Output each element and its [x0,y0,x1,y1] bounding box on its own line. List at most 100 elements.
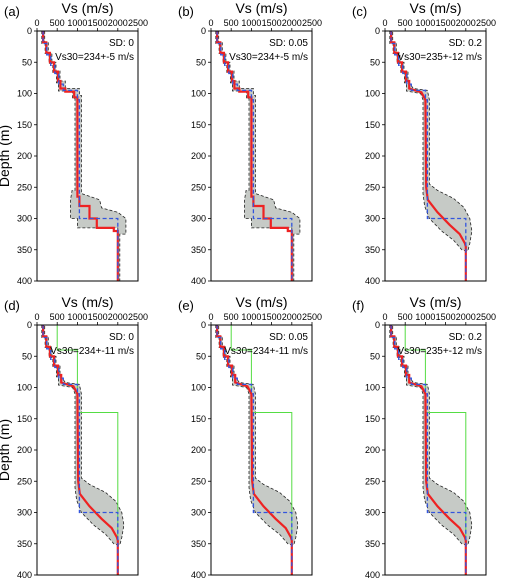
y-tick-label: 150 [17,120,32,130]
y-tick-label: 50 [370,57,380,67]
y-tick-label: 250 [191,182,206,192]
x-tick-label: 1000 [241,312,261,322]
x-axis-title: Vs (m/s) [61,294,113,310]
y-tick-label: 0 [27,320,32,330]
sd-annotation: SD: 0 [109,332,134,343]
x-tick-label: 0 [208,18,213,28]
x-tick-label: 2500 [128,312,148,322]
y-tick-label: 150 [17,414,32,424]
x-tick-label: 1000 [241,18,261,28]
x-tick-label: 1000 [415,18,435,28]
x-axis-title: Vs (m/s) [61,0,113,16]
x-tick-label: 2000 [282,18,302,28]
axes-frame [36,30,139,282]
x-tick-label: 500 [398,312,413,322]
panel-e: 0 500 1000 1500 2000 2500 0 50 100 150 200 250 300 35… [178,294,322,580]
panel-a: 0 500 1000 1500 2000 2500 0 50 100 150 200 250 300 35… [0,0,148,286]
x-tick-label: 2000 [282,312,302,322]
y-tick-label: 400 [191,570,206,580]
y-tick-label: 300 [365,214,380,224]
x-tick-label: 500 [398,18,413,28]
x-tick-label: 500 [50,18,65,28]
vs30-annotation: Vs30=234+-5 m/s [229,52,308,63]
x-axis-title: Vs (m/s) [235,0,287,16]
y-tick-label: 0 [375,26,380,36]
x-tick-label: 2500 [302,312,322,322]
x-tick-label: 500 [50,312,65,322]
y-tick-label: 300 [191,508,206,518]
y-tick-label: 0 [201,26,206,36]
panel-label: (e) [178,298,194,313]
x-tick-label: 0 [382,312,387,322]
x-tick-label: 1500 [88,312,108,322]
x-tick-label: 1500 [262,312,282,322]
y-tick-label: 300 [17,508,32,518]
x-axis-title: Vs (m/s) [409,294,461,310]
vs30-annotation: Vs30=235+-12 m/s [398,346,483,357]
y-tick-label: 350 [17,539,32,549]
true-model-line [216,31,293,281]
true-model-line [42,325,119,575]
sd-annotation: SD: 0.2 [449,332,483,343]
sd-annotation: SD: 0.2 [449,38,483,49]
y-tick-label: 350 [365,245,380,255]
y-tick-label: 400 [365,276,380,286]
panel-c: 0 500 1000 1500 2000 2500 0 50 100 150 200 250 300 35… [352,0,496,286]
y-tick-label: 350 [365,539,380,549]
y-tick-label: 200 [17,151,32,161]
panel-f: 0 500 1000 1500 2000 2500 0 50 100 150 200 250 300 35… [352,294,496,580]
x-tick-label: 2000 [108,312,128,322]
x-tick-label: 0 [34,312,39,322]
y-tick-label: 350 [191,539,206,549]
true-model-line [216,325,293,575]
x-tick-label: 1500 [262,18,282,28]
y-tick-label: 150 [365,120,380,130]
y-tick-label: 100 [365,89,380,99]
y-tick-label: 250 [191,476,206,486]
y-tick-label: 250 [17,476,32,486]
y-tick-label: 0 [27,26,32,36]
y-tick-label: 350 [191,245,206,255]
x-tick-label: 2500 [128,18,148,28]
x-axis-title: Vs (m/s) [409,0,461,16]
mean-inverted-line [216,325,293,575]
x-tick-label: 500 [224,18,239,28]
uncertainty-band [389,30,473,252]
x-tick-label: 2500 [476,312,496,322]
panel-d: 0 500 1000 1500 2000 2500 0 50 100 150 200 250 300 35… [0,294,148,580]
x-tick-label: 2500 [476,18,496,28]
y-tick-label: 250 [17,182,32,192]
x-tick-label: 1000 [415,312,435,322]
y-tick-label: 100 [365,383,380,393]
y-tick-label: 100 [191,383,206,393]
uncertainty-band [41,324,125,546]
vs30-annotation: Vs30=234+-11 m/s [50,346,134,357]
y-tick-label: 400 [191,276,206,286]
y-tick-label: 400 [365,570,380,580]
x-tick-label: 1500 [436,18,456,28]
y-tick-label: 350 [17,245,32,255]
panel-label: (d) [4,298,20,313]
y-tick-label: 200 [365,151,380,161]
x-axis-title: Vs (m/s) [235,294,287,310]
uncertainty-band [389,324,473,546]
true-model-line [390,325,467,575]
panel-label: (b) [178,4,194,19]
x-tick-label: 1000 [67,18,87,28]
sd-annotation: SD: 0.05 [269,38,308,49]
axes-frame [36,324,139,576]
y-tick-label: 400 [17,276,32,286]
x-tick-label: 2500 [302,18,322,28]
vs30-annotation: Vs30=235+-12 m/s [398,52,483,63]
true-model-line [42,31,119,281]
x-tick-label: 2000 [456,18,476,28]
y-tick-label: 50 [370,351,380,361]
axes-frame [210,324,313,576]
y-tick-label: 200 [191,445,206,455]
y-tick-label: 50 [196,351,206,361]
y-tick-label: 400 [17,570,32,580]
y-tick-label: 250 [365,182,380,192]
sd-annotation: SD: 0 [109,38,134,49]
x-tick-label: 500 [224,312,239,322]
